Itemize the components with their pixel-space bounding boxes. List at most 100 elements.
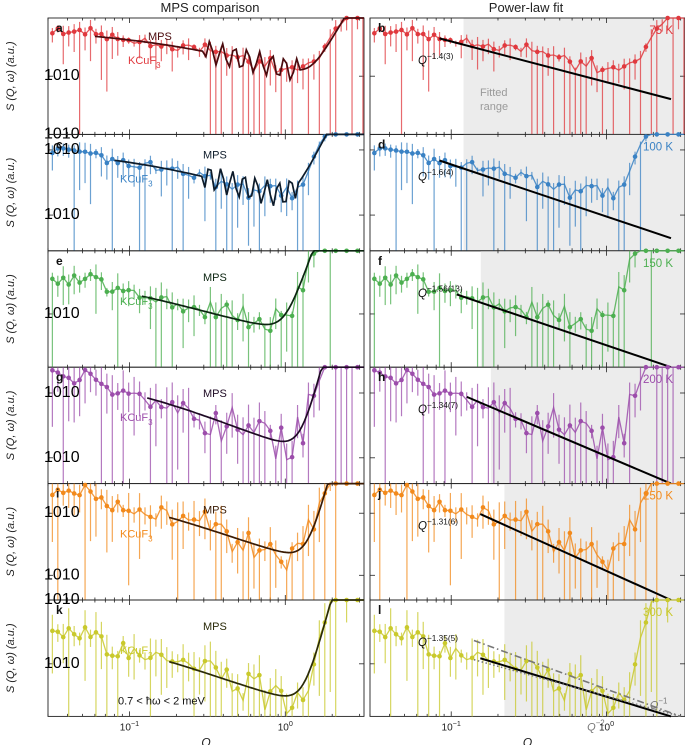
data-point xyxy=(621,541,627,547)
data-point xyxy=(191,416,197,422)
mps-model-line xyxy=(141,249,364,326)
mps-label: MPS xyxy=(203,621,227,633)
power-law-fit-line xyxy=(439,37,672,101)
data-point xyxy=(377,26,383,31)
data-point xyxy=(93,377,99,383)
data-point xyxy=(120,640,126,646)
data-point xyxy=(665,132,670,137)
data-point xyxy=(382,374,388,379)
data-point xyxy=(268,328,273,334)
data-point xyxy=(643,248,649,254)
panel-frame xyxy=(369,599,685,717)
data-point xyxy=(556,427,562,432)
data-point xyxy=(469,655,475,661)
data-point xyxy=(115,653,121,659)
data-point xyxy=(448,391,453,396)
panel-l: Q−1 Q−2 l 300 K Q−1.35(5) 10−1 100 Q xyxy=(369,597,685,745)
data-point xyxy=(388,282,393,287)
data-point xyxy=(289,64,295,70)
data-point xyxy=(399,280,404,285)
data-point xyxy=(99,152,104,158)
data-point xyxy=(589,328,594,334)
data-point xyxy=(224,529,230,534)
data-point xyxy=(120,388,126,393)
end: 1010 xyxy=(44,305,80,322)
data-point xyxy=(404,625,410,630)
data-point xyxy=(480,404,486,410)
data-point xyxy=(621,440,627,446)
data-line xyxy=(373,250,684,332)
data-point xyxy=(665,597,670,603)
data-point xyxy=(611,313,616,319)
data-point xyxy=(88,489,93,494)
y-axis-label: S (Q, ω) (a.u.) xyxy=(5,623,17,693)
data-point xyxy=(55,487,61,493)
fit-exponent-label: Q−1.31(6) xyxy=(418,517,458,532)
data-point xyxy=(611,705,616,711)
data-point xyxy=(415,496,421,502)
data-point xyxy=(372,30,377,36)
data-point xyxy=(534,314,540,320)
data-point xyxy=(60,490,66,496)
data-point xyxy=(480,167,486,172)
data-line xyxy=(51,482,363,572)
end: 1010 xyxy=(44,125,80,142)
data-point xyxy=(654,364,660,370)
data-point xyxy=(55,629,61,635)
data-point xyxy=(420,634,426,639)
data-point xyxy=(426,36,431,42)
end: 1010 xyxy=(44,141,80,158)
data-point xyxy=(71,631,77,637)
data-point xyxy=(382,634,388,640)
data-point xyxy=(66,30,72,35)
data-point xyxy=(578,548,584,553)
data-point xyxy=(382,275,388,281)
data-point xyxy=(289,195,295,201)
data-point xyxy=(589,541,594,547)
data-point xyxy=(202,430,208,436)
data-point xyxy=(415,274,421,280)
end: 1010 xyxy=(44,504,80,521)
data-point xyxy=(388,626,393,631)
data-point xyxy=(410,371,415,377)
data-point xyxy=(88,371,93,377)
data-point xyxy=(202,509,208,515)
data-point xyxy=(513,175,518,181)
data-point xyxy=(71,273,77,278)
data-point xyxy=(567,324,573,330)
data-point xyxy=(82,367,88,373)
data-point xyxy=(567,195,573,200)
panel-f: f 150 K Q−1.56(13) xyxy=(369,248,685,369)
data-point xyxy=(469,514,475,520)
data-point xyxy=(246,530,251,536)
data-point xyxy=(621,287,627,293)
power-law-fit-line xyxy=(439,159,672,240)
data-point xyxy=(224,667,230,672)
data-line xyxy=(373,17,684,74)
data-point xyxy=(665,248,670,254)
data-point xyxy=(415,31,421,37)
data-point xyxy=(404,276,410,282)
data-point xyxy=(137,391,142,397)
data-point xyxy=(621,64,627,69)
data-point xyxy=(159,295,164,300)
data-point xyxy=(676,15,681,21)
data-point xyxy=(676,597,681,603)
x-tick-label: 10−1 xyxy=(442,719,461,734)
data-point xyxy=(104,289,110,295)
data-point xyxy=(148,404,153,410)
data-point xyxy=(60,31,66,37)
left-column-title: MPS comparison xyxy=(160,0,260,15)
data-point xyxy=(257,59,262,64)
data-point xyxy=(93,274,99,280)
data-point xyxy=(524,509,529,515)
data-point xyxy=(567,671,573,677)
data-point xyxy=(71,491,77,496)
data-point xyxy=(55,146,61,151)
data-point xyxy=(545,424,551,429)
data-point xyxy=(120,288,126,294)
data-point xyxy=(60,146,66,151)
data-point xyxy=(578,672,584,678)
data-point xyxy=(257,316,262,322)
panel-letter: g xyxy=(56,370,63,384)
